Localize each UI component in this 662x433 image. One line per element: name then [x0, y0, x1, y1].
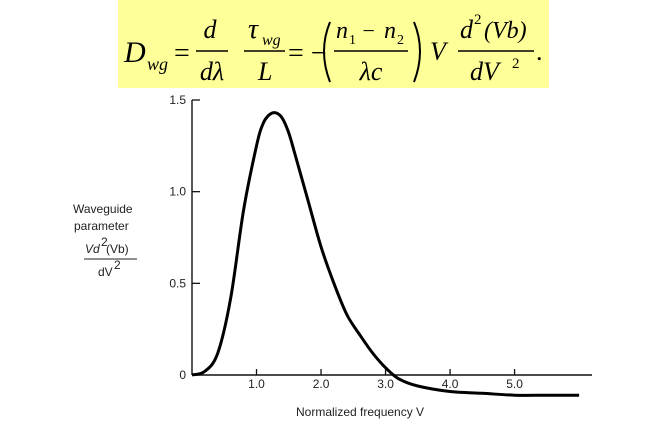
- eq-V: V: [430, 37, 449, 66]
- eq-n2-subscript: 2: [397, 33, 404, 48]
- y-axis-label-line-2: parameter: [74, 219, 129, 233]
- eq-lambda-c: λc: [359, 57, 383, 86]
- eq-n-difference: n 1 − n 2: [336, 18, 404, 48]
- y-label-numerator-vb: (Vb): [106, 242, 129, 256]
- eq-Vb: (Vb): [484, 18, 527, 44]
- x-tick-label: 5.0: [506, 377, 523, 391]
- y-axis-label-line-1: Waveguide: [73, 202, 133, 216]
- eq-left-paren: [323, 21, 331, 83]
- eq-dV: dV: [470, 57, 502, 86]
- y-tick-label: 0: [179, 368, 186, 382]
- eq-n1: n: [336, 18, 348, 44]
- y-label-denominator: dV: [98, 265, 113, 279]
- y-tick-label: 1.0: [169, 185, 186, 199]
- eq-equals-1: =: [174, 38, 190, 69]
- x-ticks: 1.0 2.0 3.0 4.0 5.0: [248, 369, 523, 391]
- x-tick-label: 4.0: [442, 377, 459, 391]
- eq-n1-subscript: 1: [349, 33, 356, 48]
- eq-second-derivative-numerator: d 2 (Vb): [460, 12, 527, 44]
- eq-d2: d: [460, 15, 474, 44]
- x-axis-label: Normalized frequency V: [296, 405, 424, 419]
- series-line: [191, 111, 580, 397]
- eq-period: .: [536, 37, 543, 66]
- y-ticks: 0 0.5 1.0 1.5: [169, 93, 200, 382]
- eq-tau: τ: [248, 14, 259, 45]
- equation-box: [118, 0, 549, 88]
- y-tick-label: 0.5: [169, 276, 186, 290]
- eq-n2: n: [384, 18, 396, 44]
- eq-d2-superscript: 2: [474, 12, 482, 28]
- y-label-numerator-sup: 2: [101, 235, 108, 249]
- eq-L: L: [257, 57, 272, 86]
- waveguide-dispersion-equation: D wg = d dλ τ wg L = − n 1 − n 2 λc V d …: [123, 12, 543, 86]
- y-axis-label: Waveguide parameter Vd 2 (Vb) dV 2: [73, 202, 137, 279]
- eq-tau-subscript: wg: [262, 32, 281, 49]
- eq-equals-minus: = −: [288, 38, 327, 69]
- y-label-numerator-vd: Vd: [85, 242, 100, 256]
- eq-d-denominator: dλ: [200, 57, 224, 86]
- eq-lhs-subscript: wg: [147, 54, 168, 74]
- eq-d-numerator: d: [204, 15, 218, 44]
- y-tick-label: 1.5: [169, 93, 186, 107]
- y-label-denominator-sup: 2: [114, 258, 121, 272]
- eq-right-paren: [413, 21, 421, 83]
- x-tick-label: 2.0: [313, 377, 330, 391]
- eq-lhs: D: [123, 36, 146, 69]
- x-tick-label: 1.0: [248, 377, 265, 391]
- x-tick-label: 3.0: [377, 377, 394, 391]
- eq-dV-superscript: 2: [512, 56, 520, 72]
- eq-minus: −: [357, 18, 380, 43]
